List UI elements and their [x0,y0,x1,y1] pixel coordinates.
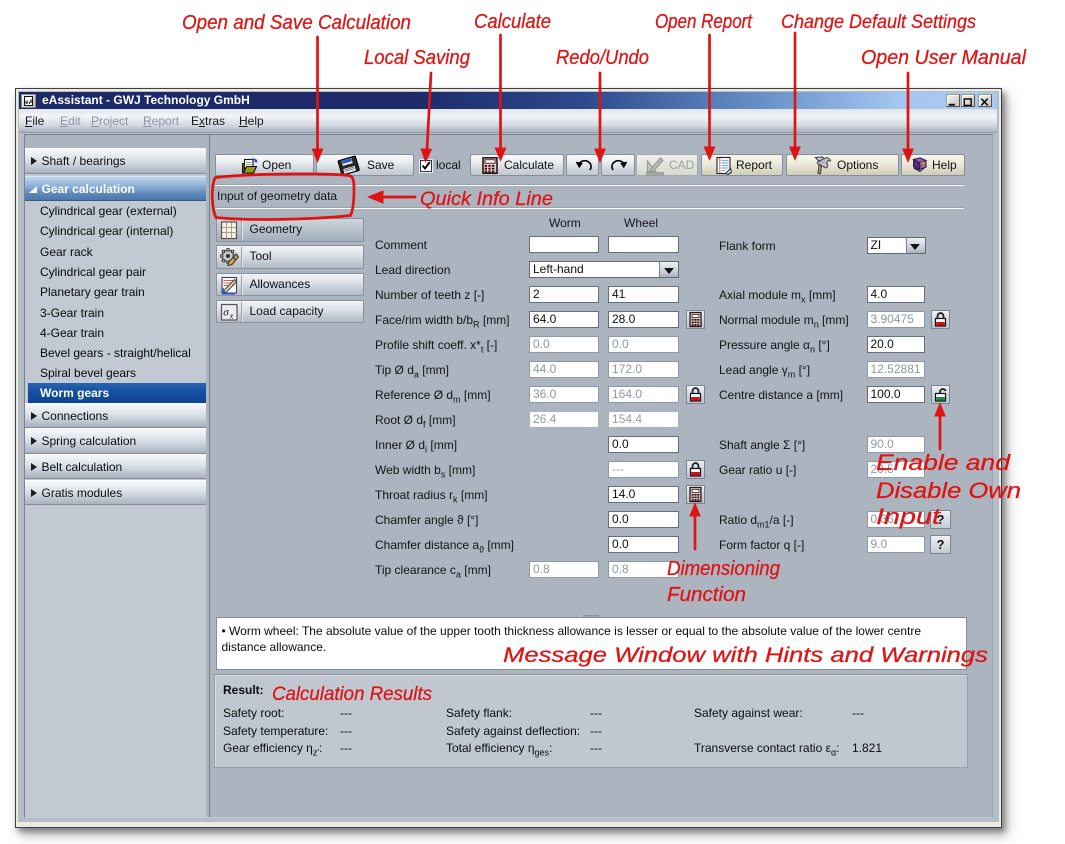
svg-text:Open User Manual: Open User Manual [861,47,1027,69]
svg-text:?: ? [920,160,927,170]
svg-text:eA: eA [25,99,34,106]
svg-text:Calculate: Calculate [474,11,551,33]
svg-text:σ: σ [223,306,229,318]
svg-text:Redo/Undo: Redo/Undo [556,47,649,69]
svg-text:Open and Save Calculation: Open and Save Calculation [182,12,411,34]
svg-text:Local Saving: Local Saving [364,47,470,69]
svg-text:Change Default Settings: Change Default Settings [781,12,976,33]
svg-text:x: x [228,311,233,320]
svg-text:Open Report: Open Report [655,11,753,33]
